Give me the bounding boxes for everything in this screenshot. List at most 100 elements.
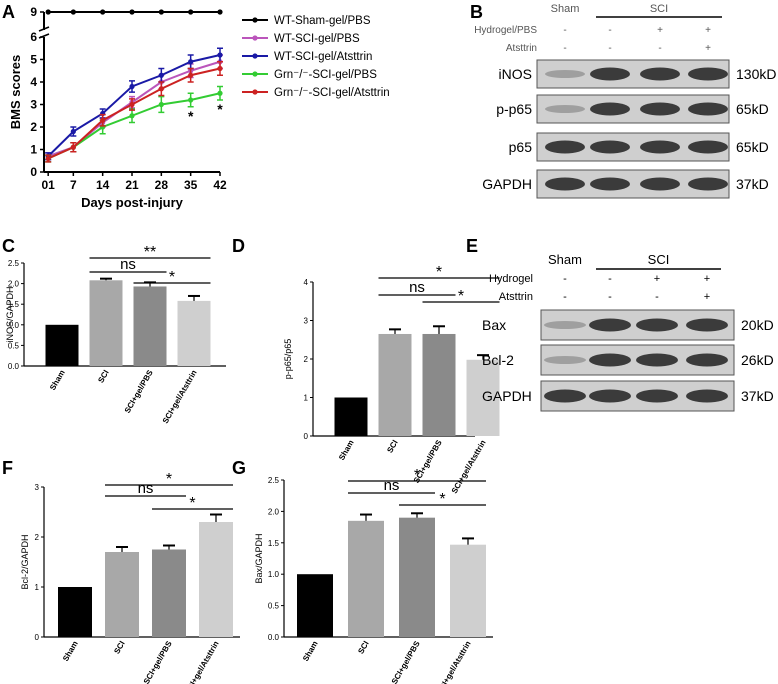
protein-label: p-p65 <box>496 101 532 117</box>
y-tick-label: 1 <box>30 143 37 157</box>
protein-band <box>688 177 728 191</box>
bar <box>89 280 123 366</box>
y-tick-label: 6 <box>30 30 37 44</box>
data-point <box>100 9 106 15</box>
data-point <box>188 97 194 103</box>
bar <box>177 300 211 366</box>
y-tick-label: 4 <box>304 278 309 287</box>
y-tick-label: 0 <box>35 633 40 642</box>
y-axis-label: BMS scores <box>8 55 23 129</box>
y-axis-label: iNOS/GAPDH <box>5 286 15 342</box>
protein-band <box>640 140 680 154</box>
data-point <box>70 128 76 135</box>
legend-swatch-marker <box>252 35 258 41</box>
treatment-mark: - <box>563 43 566 54</box>
treatment-mark: + <box>657 25 663 36</box>
data-point <box>129 83 135 90</box>
protein-band <box>640 102 680 116</box>
x-tick-label: 7 <box>70 178 77 192</box>
y-tick-label: 2 <box>35 533 40 542</box>
y-tick-label: 1.0 <box>8 321 20 330</box>
legend-entry: WT-SCI-gel/PBS <box>274 33 360 45</box>
legend-swatch-marker <box>252 71 258 77</box>
category-label: SCI+gel/Atsttrin <box>183 639 221 684</box>
group-label-sci: SCI <box>650 3 668 15</box>
bar <box>133 286 167 366</box>
x-tick-label: 01 <box>42 178 56 192</box>
bar <box>105 552 139 637</box>
significance-label: * <box>458 288 464 305</box>
series-wt-sham-gel-pbs <box>45 9 223 15</box>
category-label: SCI <box>112 640 126 656</box>
data-point <box>70 144 76 150</box>
western-blot-e: Sham SCI Hydrogel - - + + Atsttrin - - - + Bax 20kD Bc… <box>482 252 774 412</box>
molecular-weight-label: 26kD <box>741 352 774 368</box>
protein-band <box>544 356 586 364</box>
protein-band <box>636 389 678 403</box>
category-label: SCI <box>385 439 399 455</box>
data-point <box>217 65 223 72</box>
data-point <box>45 155 51 162</box>
protein-label: Bax <box>482 317 506 333</box>
protein-band <box>590 102 630 116</box>
data-point <box>217 9 223 15</box>
protein-band <box>545 140 585 154</box>
y-tick-label: 2.5 <box>8 259 20 268</box>
bar <box>334 397 368 436</box>
protein-band <box>688 67 728 81</box>
panel-letter-d: D <box>232 236 245 256</box>
significance-label: * <box>436 264 442 281</box>
treatment-mark: + <box>654 273 660 285</box>
protein-label: p65 <box>509 139 533 155</box>
y-tick-label: 1.5 <box>268 539 280 548</box>
x-tick-label: 21 <box>125 178 139 192</box>
legend-entry: WT-SCI-gel/Atsttrin <box>274 51 372 63</box>
significance-label: * <box>166 471 172 488</box>
protein-band <box>688 140 728 154</box>
treatment-mark: - <box>608 291 612 303</box>
treatment-label: Atsttrin <box>506 43 537 54</box>
axis-break-mark <box>38 26 50 32</box>
group-label-sham: Sham <box>548 252 582 267</box>
legend-swatch-marker <box>252 17 258 23</box>
significance-label: * <box>439 491 445 508</box>
legend-entry: Grn⁻/⁻-SCI-gel/PBS <box>274 69 377 81</box>
y-axis-label: Bcl-2/GAPDH <box>20 534 30 589</box>
bar <box>422 333 456 436</box>
panel-letter-a: A <box>2 2 15 22</box>
protein-band <box>545 105 585 113</box>
y-tick-label: 3 <box>304 317 309 326</box>
panel-letter-b: B <box>470 2 483 22</box>
significance-label: * <box>169 269 175 286</box>
bar <box>348 520 384 637</box>
bar <box>399 517 435 637</box>
molecular-weight-label: 37kD <box>741 388 774 404</box>
category-label: SCI+gel/Atsttrin <box>450 438 488 495</box>
significance-label: ns <box>384 477 400 494</box>
protein-band <box>686 353 728 367</box>
panel-letter-f: F <box>2 458 13 478</box>
y-tick-label: 4 <box>30 75 37 89</box>
data-point <box>217 52 223 58</box>
y-tick-label: 0.5 <box>268 602 280 611</box>
treatment-mark: - <box>608 25 611 36</box>
y-tick-label: 9 <box>30 5 37 19</box>
bar <box>466 359 500 436</box>
y-tick-label: 2 <box>30 120 37 134</box>
protein-band <box>636 318 678 332</box>
y-tick-label: 0.0 <box>268 633 280 642</box>
protein-band <box>589 318 631 332</box>
series-wt-sci-gel-pbs <box>45 54 223 161</box>
protein-label: iNOS <box>499 66 532 82</box>
treatment-mark: - <box>563 291 567 303</box>
data-point <box>70 9 76 15</box>
category-label: Sham <box>48 369 67 392</box>
significance-label: * <box>189 495 195 512</box>
y-tick-label: 0 <box>30 165 37 179</box>
data-point <box>188 72 194 78</box>
data-point <box>45 9 51 15</box>
panel-letter-g: G <box>232 458 246 478</box>
x-tick-label: 42 <box>213 178 227 192</box>
y-axis-label: Bax/GAPDH <box>254 533 264 583</box>
